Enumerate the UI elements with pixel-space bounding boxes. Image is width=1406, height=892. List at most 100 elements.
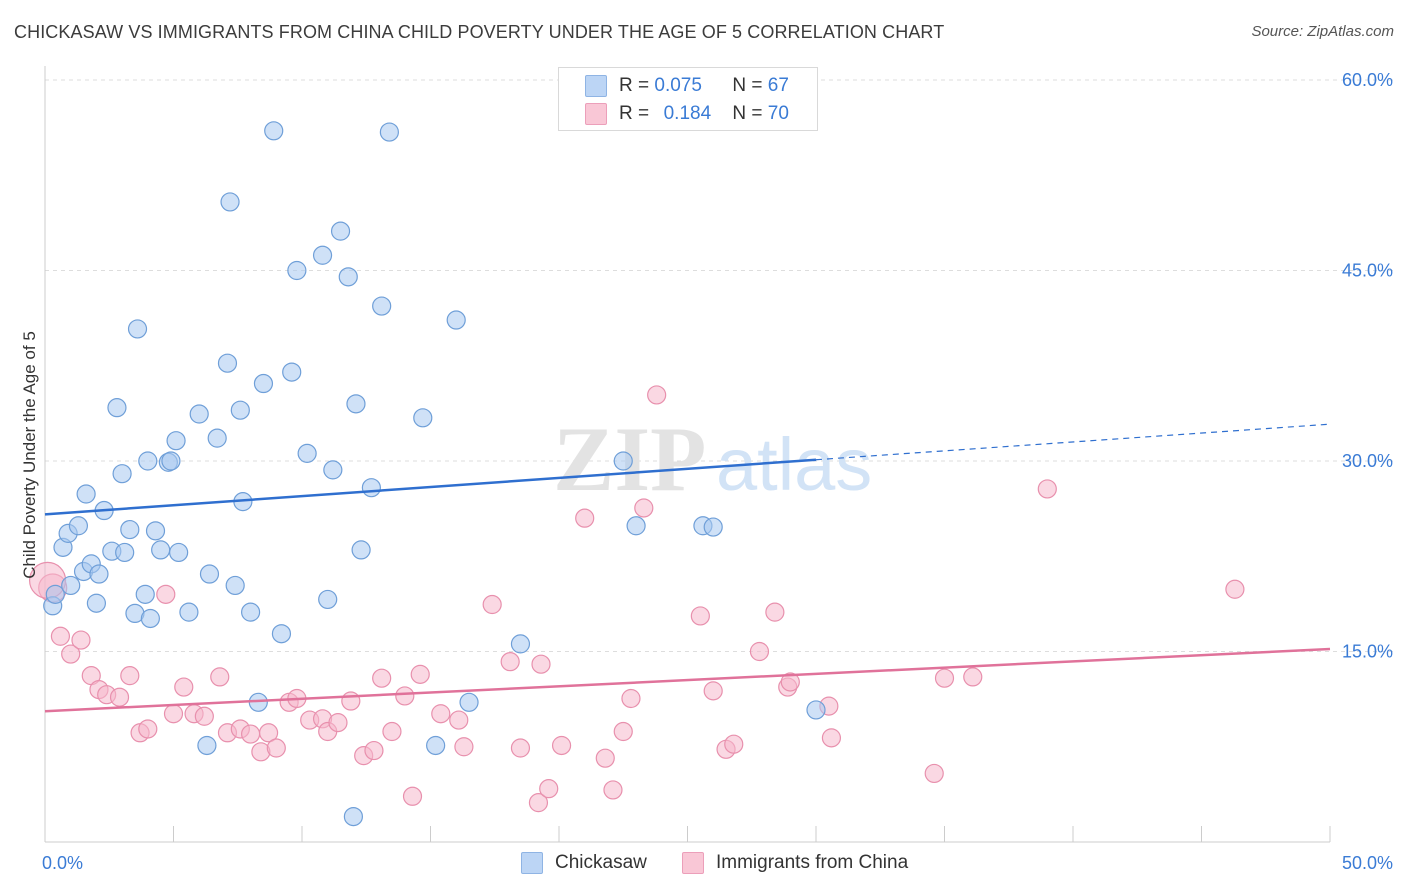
data-point-chickasaw (199, 564, 220, 584)
data-point-immigrants (109, 687, 130, 707)
data-point-immigrants (621, 688, 641, 709)
data-point-immigrants (364, 740, 384, 761)
data-point-chickasaw (140, 608, 160, 629)
x-tick-label: 0.0% (42, 853, 83, 873)
data-point-chickasaw (330, 221, 351, 241)
bottom-legend-immigrants: Immigrants from China (682, 852, 908, 874)
data-point-immigrants (431, 704, 451, 724)
data-point-immigrants (156, 584, 176, 604)
data-point-chickasaw (220, 192, 240, 212)
data-point-chickasaw (413, 408, 433, 428)
data-point-chickasaw (115, 542, 135, 563)
data-point-immigrants (647, 385, 667, 405)
data-point-chickasaw (145, 521, 166, 541)
data-point-chickasaw (372, 296, 392, 316)
legend-r-value: 0.184 (663, 103, 712, 124)
grid-lines (45, 79, 1395, 652)
data-point-immigrants (821, 728, 842, 748)
legend-n-value: 67 (767, 75, 789, 96)
data-point-chickasaw (346, 394, 366, 414)
y-axis-label: Child Poverty Under the Age of 5 (20, 331, 39, 579)
data-point-chickasaw (68, 516, 89, 536)
data-point-immigrants (613, 721, 633, 742)
data-point-chickasaw (179, 602, 199, 622)
legend-n-label: N = (732, 75, 763, 96)
data-point-chickasaw (207, 428, 227, 448)
data-point-immigrants (724, 734, 744, 754)
data-point-chickasaw (86, 593, 107, 613)
data-point-immigrants (595, 748, 615, 768)
data-point-immigrants (934, 668, 955, 688)
trend-line-immigrants (44, 647, 1331, 713)
data-point-chickasaw (338, 267, 358, 287)
y-tick-label: 15.0% (1342, 642, 1393, 662)
data-point-chickasaw (225, 575, 245, 596)
x-tick-label: 50.0% (1342, 853, 1393, 873)
data-point-immigrants (138, 719, 158, 739)
data-point-chickasaw (253, 373, 274, 394)
data-point-chickasaw (446, 310, 466, 330)
data-point-chickasaw (230, 400, 250, 420)
tick-labels: 15.0% 30.0% 45.0% 60.0% 0.0% 50.0% (42, 70, 1393, 873)
data-point-immigrants (395, 686, 415, 706)
data-point-immigrants (924, 763, 944, 784)
trend-line-chickasaw (44, 458, 817, 516)
data-point-chickasaw (287, 260, 307, 281)
data-point-chickasaw (343, 806, 363, 827)
data-point-immigrants (449, 710, 469, 730)
bottom-legend-swatch-blue (521, 852, 543, 874)
bottom-legend-label: Immigrants from China (716, 852, 909, 873)
y-tick-label: 45.0% (1342, 261, 1393, 281)
data-point-chickasaw (169, 542, 189, 563)
trend-line-chickasaw-extension (815, 423, 1331, 461)
data-point-immigrants (341, 691, 361, 711)
chart-title: CHICKASAW VS IMMIGRANTS FROM CHINA CHILD… (14, 22, 945, 42)
data-point-immigrants (963, 667, 983, 687)
legend-n-label: N = (732, 103, 763, 124)
data-point-chickasaw (459, 692, 479, 712)
axes (44, 66, 1331, 843)
legend-r-value: 0.075 (654, 75, 702, 96)
data-point-chickasaw (703, 517, 723, 537)
data-point-chickasaw (318, 589, 338, 610)
data-point-chickasaw (107, 398, 127, 418)
data-point-immigrants (71, 630, 91, 650)
data-point-chickasaw (61, 575, 81, 596)
data-point-immigrants (120, 666, 140, 686)
data-point-chickasaw (120, 519, 140, 540)
data-point-chickasaw (127, 319, 148, 339)
legend-n-value: 70 (767, 103, 789, 124)
data-point-immigrants (163, 704, 184, 724)
data-point-immigrants (402, 786, 423, 806)
data-point-chickasaw (112, 464, 132, 484)
data-point-immigrants (603, 780, 623, 800)
data-point-chickasaw (166, 431, 186, 451)
data-point-immigrants (749, 641, 770, 662)
legend-swatch-blue (585, 75, 607, 97)
legend-r-label: R = (619, 75, 650, 96)
data-point-chickasaw (264, 121, 284, 141)
data-point-immigrants (174, 677, 194, 697)
data-point-chickasaw (89, 564, 109, 584)
data-point-chickasaw (351, 540, 371, 560)
data-point-immigrants (510, 738, 531, 758)
data-point-immigrants (528, 793, 549, 813)
data-point-immigrants (266, 738, 286, 758)
data-point-immigrants (1037, 479, 1057, 499)
data-point-chickasaw (45, 584, 65, 604)
data-point-immigrants (241, 724, 261, 744)
data-point-chickasaw (806, 700, 826, 720)
legend: R = 0.075 N = 67 R = 0.184 N = 70 (558, 67, 818, 131)
series-immigrants-from-china-points (28, 385, 1245, 813)
data-point-chickasaw (217, 353, 238, 373)
data-point-immigrants (690, 606, 710, 626)
data-point-chickasaw (379, 122, 399, 142)
data-point-immigrants (634, 498, 654, 518)
data-point-chickasaw (312, 245, 333, 265)
data-point-chickasaw (76, 484, 96, 504)
data-point-chickasaw (151, 540, 171, 560)
data-point-immigrants (765, 602, 785, 622)
bottom-legend-label: Chickasaw (555, 852, 647, 873)
data-point-chickasaw (361, 478, 381, 498)
